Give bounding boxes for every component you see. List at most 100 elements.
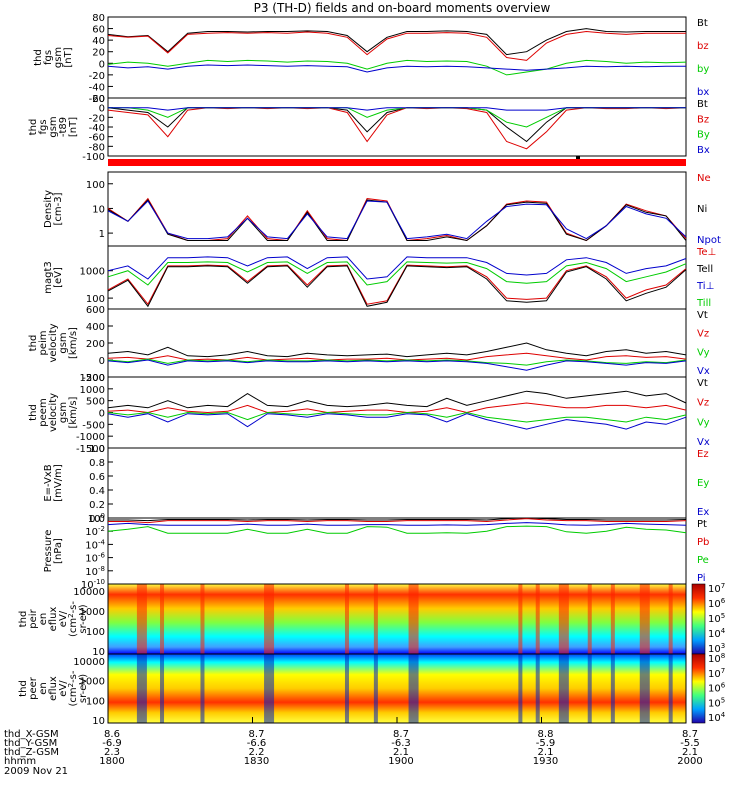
- spectrogram-band: [136, 584, 147, 654]
- y-axis-label: (cm2-s-: [67, 670, 79, 706]
- y-axis-label: [nT]: [63, 47, 74, 67]
- legend-entry: Ex: [697, 507, 709, 518]
- x-tick-label: 8.7: [682, 729, 698, 740]
- y-tick-label: -100: [82, 152, 105, 163]
- y-tick-label: -1000: [76, 432, 105, 443]
- legend-entry: Npot: [697, 235, 721, 246]
- series-line: [107, 256, 687, 280]
- panel-4: 1000 100 Te⊥ Tell Ti⊥ Till magt3 [eV]: [43, 245, 716, 310]
- y-tick-label: 400: [86, 322, 105, 333]
- y-axis-label: fgs: [38, 119, 49, 134]
- y-tick-label: -500: [82, 420, 105, 431]
- legend-entry: by: [697, 64, 709, 75]
- colorbar-tick-label: 106: [708, 597, 726, 610]
- legend-entry: Ey: [697, 478, 709, 489]
- panel-frame: [107, 245, 687, 310]
- colorbar-scale: [691, 653, 706, 724]
- spectrogram-band: [160, 584, 165, 654]
- y-axis-label: thd: [28, 119, 39, 136]
- y-tick-label: -80: [89, 142, 105, 153]
- y-tick-label: 20: [92, 48, 105, 59]
- spectrogram-band: [639, 584, 650, 654]
- legend-entry: Pt: [697, 519, 707, 530]
- spectrogram-band: [344, 654, 349, 723]
- spectrogram-band: [535, 584, 540, 654]
- series-line: [107, 64, 686, 73]
- spectrogram-band: [558, 654, 569, 723]
- spectrogram-band: [373, 654, 378, 723]
- spectrogram-band: [200, 584, 205, 654]
- y-tick-label: -40: [89, 82, 105, 93]
- panel-frame: [107, 97, 687, 157]
- y-tick-label: 1000: [80, 677, 105, 688]
- y-tick-label: 600: [86, 305, 105, 316]
- y-tick-label: 0: [99, 104, 105, 115]
- spectrogram-band: [587, 584, 592, 654]
- y-tick-label: 100: [86, 294, 105, 305]
- mode-bar-marker: [576, 156, 580, 159]
- x-axis-row-label: 2009 Nov 21: [4, 766, 68, 777]
- y-axis-label: peem: [38, 398, 49, 426]
- y-axis-label: [eV]: [53, 267, 64, 288]
- legend-entry: Vt: [697, 310, 708, 321]
- y-axis-label: eV/: [58, 680, 69, 697]
- legend-entry: Bz: [697, 114, 709, 125]
- colorbar-tick-label: 106: [708, 682, 726, 695]
- legend-entry: bx: [697, 87, 709, 98]
- y-axis-label: [nT]: [68, 117, 79, 137]
- colorbar: 107 106 105 104 103: [691, 582, 726, 655]
- x-tick-label: 8.7: [249, 729, 265, 740]
- colorbar-tick-label: 103: [708, 642, 725, 655]
- series-line: [107, 359, 687, 371]
- y-tick-label: -40: [89, 123, 105, 134]
- y-tick-label: 200: [86, 339, 105, 350]
- y-tick-label: 10: [92, 204, 105, 215]
- y-tick-label: 1.0: [89, 444, 105, 455]
- spectrogram-band: [264, 654, 275, 723]
- y-tick-label: 0.4: [89, 486, 105, 497]
- x-axis-row-label: thd_Z-GSM: [4, 747, 59, 758]
- spectrogram-band: [136, 654, 147, 723]
- panel-frame: [107, 171, 687, 247]
- y-axis-label: sr-eV): [78, 604, 89, 633]
- legend-entry: Pe: [697, 555, 709, 566]
- y-axis-label: thd: [28, 404, 39, 421]
- series-line: [107, 522, 687, 526]
- panel-frame: [107, 308, 687, 378]
- y-tick-label: 0.6: [89, 472, 105, 483]
- y-tick-label: 10: [92, 716, 105, 727]
- series-line: [108, 107, 686, 111]
- series-line: [108, 518, 687, 524]
- y-axis-label: eflux: [48, 676, 59, 701]
- mode-bar: [108, 159, 686, 166]
- spectrogram-band: [408, 584, 419, 654]
- spectrogram-band: [200, 654, 205, 723]
- x-tick-label: -6.9: [102, 738, 122, 749]
- y-axis-label: en: [38, 613, 49, 626]
- y-axis-label: gsm: [58, 332, 69, 353]
- y-tick-label: 10000: [73, 587, 105, 598]
- y-tick-label: -1500: [76, 444, 105, 455]
- spectrogram-band: [408, 654, 419, 723]
- series-line: [107, 411, 687, 423]
- y-tick-label: 10-8: [85, 565, 105, 578]
- legend-entry: Ti⊥: [696, 281, 714, 292]
- x-tick-label: 2.2: [249, 747, 265, 758]
- x-tick-label: 1900: [388, 756, 413, 767]
- y-tick-label: -60: [89, 94, 105, 105]
- y-axis-label: peer: [28, 676, 39, 700]
- panel-5: 600 400 200 0 -200 Vt Vz Vy Vx thd peim velocity gsm…: [28, 305, 710, 384]
- legend-entry: Vy: [697, 417, 710, 428]
- x-tick-label: -5.9: [536, 738, 556, 749]
- y-tick-label: 500: [86, 397, 105, 408]
- spectrogram: [108, 584, 686, 654]
- y-axis-label: peir: [28, 608, 39, 628]
- x-axis-row-label: thd_Y-GSM: [4, 738, 57, 749]
- y-axis-label: thd: [18, 680, 29, 697]
- y-tick-label: 10-6: [85, 552, 105, 565]
- series-line: [107, 264, 687, 306]
